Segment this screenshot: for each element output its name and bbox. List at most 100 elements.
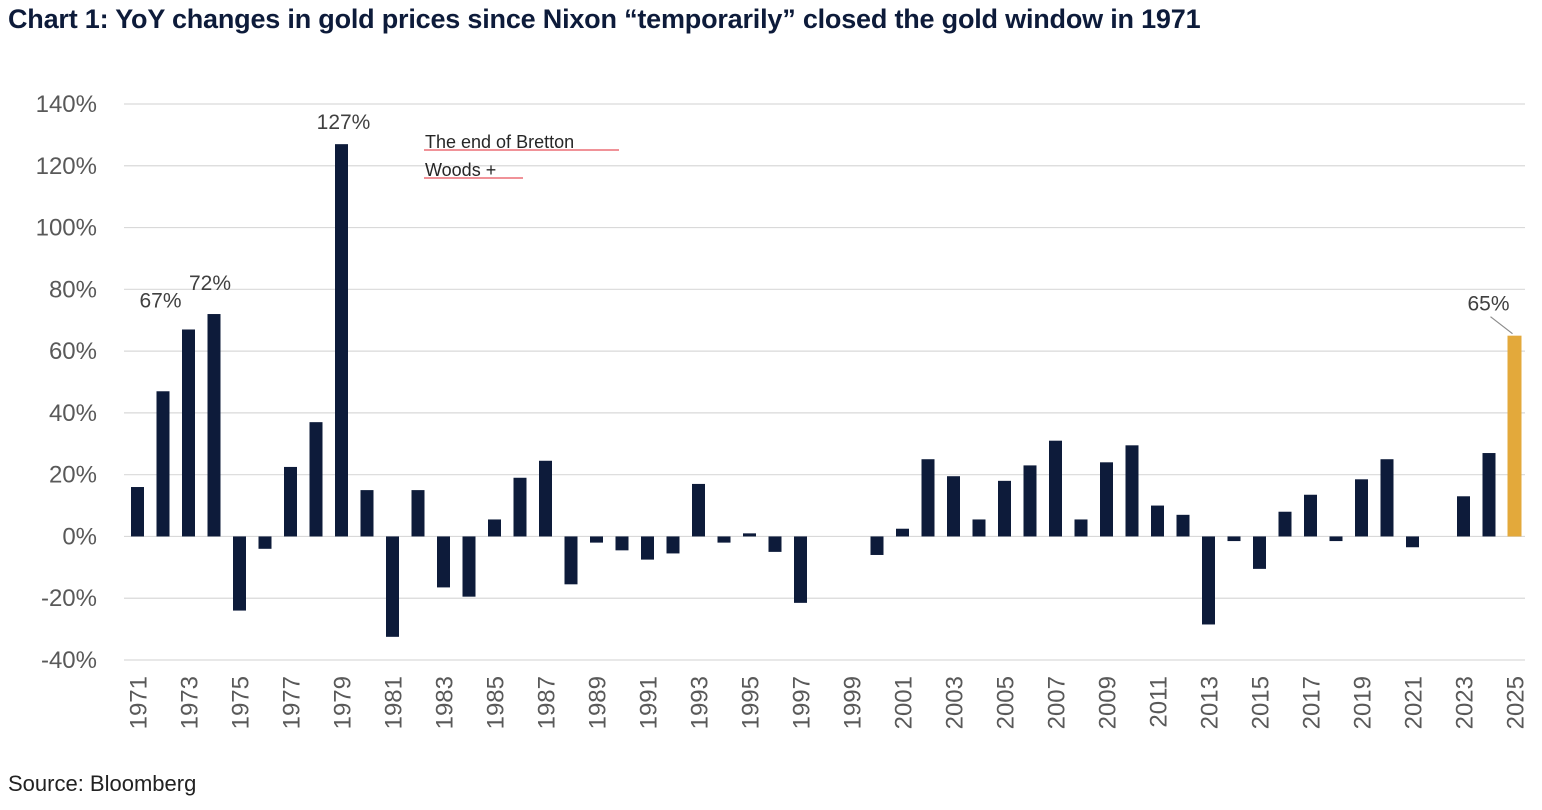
bar-2018 [1329,536,1343,542]
data-label-2025: 65% [1467,293,1509,316]
bar-2006 [1023,465,1037,537]
bar-1972 [156,391,170,537]
x-tick-label: 2019 [1350,676,1377,729]
data-label-1974: 72% [189,272,231,295]
x-tick-label: 2001 [891,676,918,729]
bar-2009 [1100,462,1113,537]
bar-1988 [564,536,578,585]
y-tick-label: 60% [49,338,97,365]
y-tick-label: 20% [49,462,97,489]
bar-2007 [1049,440,1062,537]
bar-2013 [1202,536,1215,625]
x-tick-label: 1985 [483,676,510,729]
data-label-1973: 67% [139,289,181,312]
data-label-1979: 127% [317,111,371,134]
bar-2024 [1482,453,1496,537]
bar-1989 [590,536,603,543]
annotation-line-1: The end of Bretton [425,132,574,152]
y-tick-label: 120% [36,153,97,180]
x-tick-label: 2003 [942,676,969,729]
data-label-leader [1490,316,1513,335]
bar-1984 [462,536,476,597]
bar-1991 [641,536,654,560]
y-tick-label: -40% [41,647,97,674]
x-tick-label: 1983 [432,676,459,729]
bar-2000 [870,536,884,555]
x-tick-label: 2011 [1146,676,1173,728]
chart-title: Chart 1: YoY changes in gold prices sinc… [8,4,1201,34]
bar-1973 [182,329,195,537]
bar-2023 [1457,496,1470,537]
bar-2017 [1304,494,1317,537]
bar-2012 [1176,514,1190,537]
x-tick-label: 2017 [1299,676,1326,729]
source-note: Source: Bloomberg [8,771,197,796]
bar-2021 [1406,536,1419,548]
bar-1982 [411,490,425,537]
bar-1994 [717,536,731,543]
bars [131,144,1522,637]
x-tick-label: 1977 [279,676,306,729]
bar-1979 [335,144,348,537]
data-labels: 67% 72% 127% 65% [139,111,1513,335]
bar-1987 [539,460,552,537]
x-tick-label: 1987 [534,676,561,729]
x-axis-ticks: 1971 1973 1975 1977 1979 1981 1983 1985 1987 1989… [126,676,1530,729]
x-tick-label: 1999 [840,676,867,729]
bar-1976 [258,536,272,549]
x-tick-label: 2005 [993,676,1020,729]
x-tick-label: 2023 [1452,676,1479,729]
bar-1975 [233,536,246,611]
annotation-line-2: Woods + [425,160,496,180]
x-tick-label: 1997 [789,676,816,729]
y-tick-label: 100% [36,215,97,242]
x-tick-label: 2021 [1401,676,1428,729]
x-tick-label: 2009 [1095,676,1122,729]
bar-1985 [488,519,501,537]
bar-1978 [309,422,323,537]
bar-1990 [615,536,629,551]
x-tick-label: 1981 [381,676,408,729]
y-tick-label: 80% [49,276,97,303]
y-tick-label: 0% [62,523,97,550]
x-tick-label: 1995 [738,676,765,729]
bar-1977 [284,466,297,537]
x-tick-label: 1991 [636,676,663,729]
bar-2020 [1380,459,1394,537]
bar-1983 [437,536,450,588]
bar-2010 [1125,445,1139,537]
bar-2019 [1355,479,1368,537]
y-axis-ticks: 140% 120% 100% 80% 60% 40% 20% 0% -20% -40% [36,91,97,674]
bar-2015 [1253,536,1266,569]
bar-2011 [1151,505,1164,537]
bar-chart: 140%120%100%80%60%40%20%0%-20%-40% 1971 1… [36,91,1530,729]
x-tick-label: 1973 [177,676,204,729]
annotation: The end of Bretton Woods + [424,132,619,180]
bar-1995 [743,533,756,537]
x-tick-label: 1975 [228,676,255,729]
bar-2003 [947,476,960,537]
bar-1986 [513,477,527,537]
bar-1974 [207,314,221,537]
x-tick-label: 2007 [1044,676,1071,729]
x-tick-label: 2015 [1248,676,1275,729]
bar-2002 [921,459,935,537]
gridlines [124,103,1525,661]
y-tick-label: -20% [41,585,97,612]
x-tick-label: 1989 [585,676,612,729]
bar-1997 [794,536,807,603]
x-tick-label: 2013 [1197,676,1224,729]
bar-1996 [768,536,782,552]
bar-2014 [1227,536,1241,542]
bar-2004 [972,519,986,537]
y-tick-label: 40% [49,400,97,427]
bar-2008 [1074,519,1088,537]
bar-2001 [896,528,909,537]
x-tick-label: 1993 [687,676,714,729]
x-tick-label: 1979 [330,676,357,729]
bar-2016 [1278,511,1292,537]
bar-1993 [692,483,705,537]
bar-2005 [998,480,1011,537]
y-tick-label: 140% [36,91,97,118]
bar-1992 [666,536,680,554]
